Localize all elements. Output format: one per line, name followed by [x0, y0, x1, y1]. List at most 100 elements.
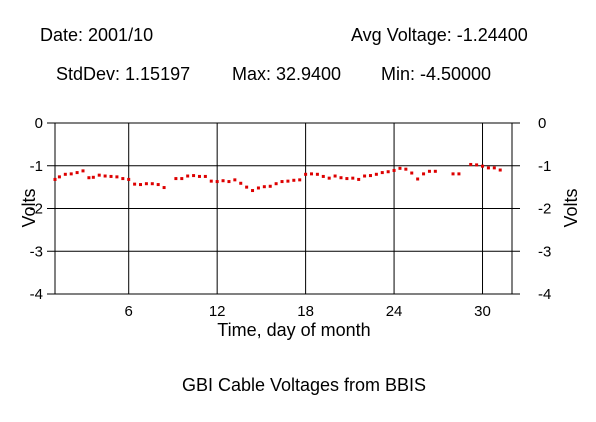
data-point — [404, 167, 408, 171]
data-point — [262, 185, 266, 189]
stddev-label: StdDev: 1.15197 — [56, 64, 191, 84]
data-point — [150, 182, 154, 186]
y-tick-label-right: -3 — [538, 243, 551, 260]
x-axis-label: Time, day of month — [217, 320, 370, 340]
max-label: Max: 32.9400 — [232, 64, 342, 84]
data-point — [457, 172, 461, 176]
data-point — [174, 177, 178, 181]
data-point — [245, 185, 249, 189]
data-point — [221, 179, 225, 183]
data-point — [451, 172, 455, 176]
data-point — [103, 174, 107, 178]
data-point — [53, 177, 57, 181]
data-point — [398, 166, 402, 170]
data-point — [492, 166, 496, 170]
data-point — [298, 178, 302, 182]
x-tick-label: 30 — [474, 303, 491, 320]
data-point — [133, 182, 137, 186]
data-point — [139, 183, 143, 187]
data-point — [144, 182, 148, 186]
grid-lines — [55, 123, 512, 294]
data-point — [97, 173, 101, 177]
data-point — [268, 184, 272, 188]
data-point — [386, 170, 390, 174]
data-point — [162, 186, 166, 190]
data-point — [180, 177, 184, 181]
data-point — [256, 186, 260, 190]
y-axis-label-left: Volts — [19, 188, 39, 227]
data-point — [433, 169, 437, 173]
y-tick-label-right: -4 — [538, 286, 551, 303]
y-tick-label-left: -3 — [30, 243, 43, 260]
data-point — [251, 189, 255, 193]
data-point — [304, 172, 308, 176]
y-tick-label-right: 0 — [538, 115, 546, 132]
data-point — [380, 171, 384, 175]
data-point — [215, 180, 219, 184]
y-tick-label-left: -1 — [30, 158, 43, 175]
data-point — [310, 172, 314, 176]
data-point — [57, 175, 61, 179]
chart-caption: GBI Cable Voltages from BBIS — [182, 375, 426, 395]
y-tick-labels-right: 0 -1 -2 -3 -4 — [538, 115, 551, 303]
data-point — [127, 177, 131, 181]
data-point — [203, 174, 207, 178]
data-point — [327, 176, 331, 180]
data-point — [368, 174, 372, 178]
data-point — [374, 172, 378, 176]
data-point — [345, 177, 349, 181]
axis-ticks — [47, 122, 520, 295]
y-tick-labels-left: 0 -1 -2 -3 -4 — [30, 115, 43, 303]
x-tick-label: 24 — [386, 303, 403, 320]
data-point — [333, 174, 337, 178]
data-point — [422, 172, 426, 176]
data-point — [81, 169, 85, 173]
data-point — [315, 172, 319, 176]
y-tick-label-right: -1 — [538, 158, 551, 175]
data-point — [227, 180, 231, 184]
avg-voltage-label: Avg Voltage: -1.24400 — [351, 25, 528, 45]
data-point — [274, 182, 278, 186]
data-point — [239, 181, 243, 185]
data-point — [392, 168, 396, 172]
data-point — [410, 171, 414, 175]
data-point — [197, 174, 201, 178]
data-point — [233, 178, 237, 182]
data-point — [292, 178, 296, 182]
y-tick-label-left: -4 — [30, 286, 43, 303]
data-point — [63, 172, 67, 176]
data-point — [91, 175, 95, 179]
data-point — [363, 174, 367, 178]
data-point — [69, 172, 73, 176]
data-point — [109, 174, 113, 178]
y-tick-label-right: -2 — [538, 201, 551, 218]
data-point — [186, 174, 190, 178]
x-tick-label: 6 — [125, 303, 133, 320]
data-point — [156, 183, 160, 187]
data-point — [481, 164, 485, 168]
data-point — [121, 177, 125, 181]
data-point — [209, 179, 213, 183]
y-tick-label-left: 0 — [35, 115, 43, 132]
data-point — [475, 163, 479, 167]
data-point — [286, 179, 290, 183]
data-point — [87, 176, 91, 180]
data-point — [75, 171, 79, 175]
data-point — [339, 176, 343, 180]
data-point — [416, 177, 420, 181]
y-tick-label-left: -2 — [30, 201, 43, 218]
data-point — [486, 166, 490, 170]
y-axis-label-right: Volts — [561, 188, 581, 227]
date-label: Date: 2001/10 — [40, 25, 154, 45]
data-point — [280, 180, 284, 184]
data-point — [498, 168, 502, 172]
data-point — [469, 162, 473, 166]
data-point — [427, 169, 431, 173]
data-point — [321, 174, 325, 178]
min-label: Min: -4.50000 — [381, 64, 492, 84]
x-tick-label: 12 — [209, 303, 226, 320]
data-point — [357, 177, 361, 181]
data-point — [192, 174, 196, 178]
x-tick-label: 18 — [297, 303, 314, 320]
